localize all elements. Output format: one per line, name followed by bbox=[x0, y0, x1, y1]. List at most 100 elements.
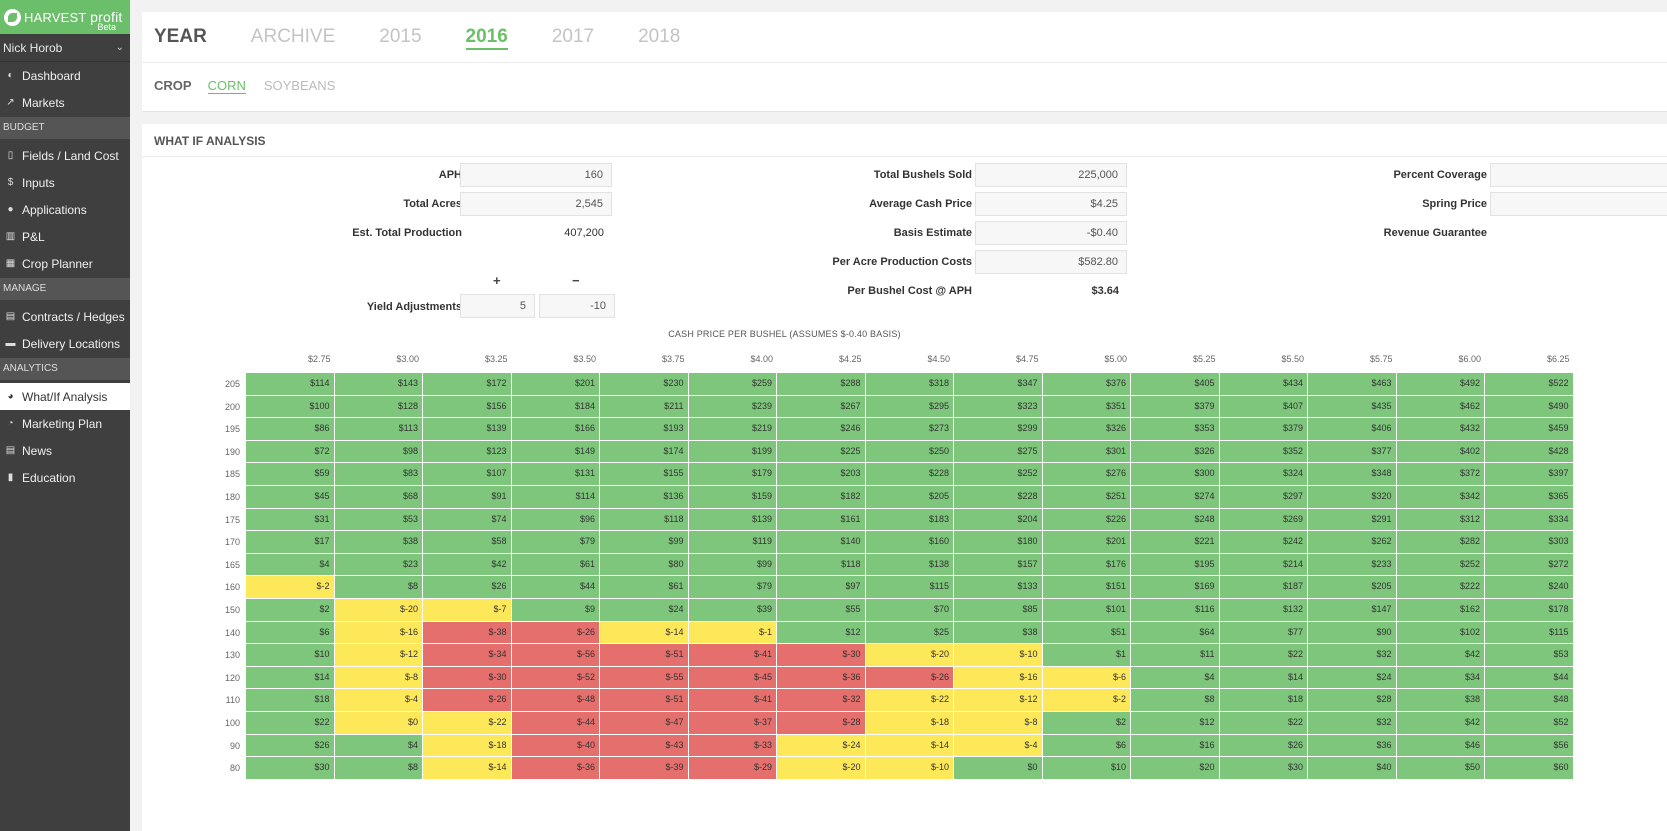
tab-year-2016[interactable]: 2016 bbox=[465, 26, 508, 50]
grid-cell: $91 bbox=[423, 485, 512, 509]
grid-cell: $299 bbox=[954, 418, 1043, 441]
grid-cell: $406 bbox=[1308, 418, 1397, 441]
avg-cash-price-input[interactable]: $4.25 bbox=[975, 192, 1127, 216]
yield-row-label: 100 bbox=[224, 717, 240, 728]
grid-cell: $-2 bbox=[246, 576, 335, 599]
grid-cell: $52 bbox=[1485, 711, 1574, 735]
est-production-label: Est. Total Production bbox=[352, 227, 462, 239]
grid-cell: $26 bbox=[423, 576, 512, 599]
sidebar-item-what-if-analysis[interactable]: ◕ What/If Analysis bbox=[0, 383, 130, 410]
sidebar-item-inputs[interactable]: $ Inputs bbox=[0, 169, 130, 196]
yield-row-label: 190 bbox=[224, 446, 240, 457]
yield-adjust-plus-input[interactable]: 5 bbox=[460, 294, 535, 318]
grid-cell: $434 bbox=[1219, 373, 1308, 396]
grid-cell: $-45 bbox=[688, 666, 777, 690]
grid-cell: $74 bbox=[423, 508, 512, 532]
total-acres-input[interactable]: 2,545 bbox=[460, 192, 612, 216]
book-icon: ▮ bbox=[7, 472, 14, 483]
grid-cell: $195 bbox=[1131, 553, 1220, 577]
user-name: Nick Horob bbox=[3, 40, 63, 55]
nav-manage: ▤ Contracts / Hedges ▬ Delivery Locations bbox=[0, 303, 130, 357]
grid-row: 160 $-2 $8 $26 $44 $61 $79 $97 $115 $133 $151 $169 $… bbox=[202, 576, 1574, 599]
sidebar-item-p-l[interactable]: ▥ P&L bbox=[0, 223, 130, 250]
grid-cell: $157 bbox=[954, 553, 1043, 577]
grid-row: 185 $59 $83 $107 $131 $155 $179 $203 $228 $252 $27… bbox=[202, 463, 1574, 486]
yield-row-label: 90 bbox=[229, 740, 240, 751]
grid-cell: $28 bbox=[1308, 689, 1397, 712]
tab-crop-corn[interactable]: CORN bbox=[207, 78, 246, 94]
tab-year-2017[interactable]: 2017 bbox=[551, 26, 595, 47]
per-acre-cost-input[interactable]: $582.80 bbox=[975, 250, 1127, 274]
tab-crop-soybeans[interactable]: SOYBEANS bbox=[263, 78, 336, 93]
sidebar-item-delivery-locations[interactable]: ▬ Delivery Locations bbox=[0, 330, 130, 357]
grid-cell: $-12 bbox=[954, 689, 1043, 712]
grid-cell: $276 bbox=[1042, 463, 1131, 486]
sidebar-item-education[interactable]: ▮ Education bbox=[0, 464, 130, 491]
grid-cell: $30 bbox=[1219, 757, 1308, 780]
sidebar-item-news[interactable]: ▤ News bbox=[0, 437, 130, 464]
sidebar-item-crop-planner[interactable]: ▦ Crop Planner bbox=[0, 250, 130, 277]
brand-name: HARVEST profit bbox=[24, 9, 123, 25]
percent-coverage-label: Percent Coverage bbox=[1393, 169, 1487, 181]
sidebar-item-marketing-plan[interactable]: ◔ Marketing Plan bbox=[0, 410, 130, 437]
grid-cell: $48 bbox=[1485, 689, 1574, 712]
what-if-title: WHAT IF ANALYSIS bbox=[154, 134, 266, 148]
pie-icon: ◔ bbox=[7, 418, 14, 429]
grid-cell: $435 bbox=[1308, 395, 1397, 419]
sidebar-item-contracts-hedges[interactable]: ▤ Contracts / Hedges bbox=[0, 303, 130, 330]
yield-row-label: 165 bbox=[224, 559, 240, 570]
grid-cell: $-14 bbox=[423, 757, 512, 780]
grid-cell: $-8 bbox=[954, 711, 1043, 735]
grid-cell: $182 bbox=[777, 485, 866, 509]
logo[interactable]: HARVEST profit Beta bbox=[0, 0, 130, 34]
grid-cell: $459 bbox=[1485, 418, 1574, 441]
grid-cell: $282 bbox=[1396, 531, 1485, 554]
total-bushels-input[interactable]: 225,000 bbox=[975, 163, 1127, 187]
grid-cell: $-33 bbox=[688, 734, 777, 758]
sidebar-item-markets[interactable]: ↗ Markets bbox=[0, 89, 130, 116]
user-menu[interactable]: Nick Horob ⌄ bbox=[0, 34, 130, 62]
yield-row-label: 180 bbox=[224, 491, 240, 502]
tab-year-2018[interactable]: 2018 bbox=[638, 26, 681, 47]
grid-cell: $-36 bbox=[511, 757, 600, 780]
grid-cell: $351 bbox=[1042, 395, 1131, 419]
spring-price-input[interactable] bbox=[1490, 192, 1667, 216]
sidebar-item-label: Crop Planner bbox=[22, 256, 93, 271]
truck-icon: ▬ bbox=[5, 338, 16, 349]
per-acre-cost-label: Per Acre Production Costs bbox=[832, 256, 972, 268]
grid-cell: $-18 bbox=[423, 734, 512, 758]
crop-tabs: CROP CORN SOYBEANS bbox=[154, 78, 353, 94]
grid-cell: $8 bbox=[1131, 689, 1220, 712]
grid-cell: $97 bbox=[777, 576, 866, 599]
grid-cell: $-16 bbox=[954, 666, 1043, 690]
est-production-value: 407,200 bbox=[564, 227, 604, 239]
grid-cell: $24 bbox=[600, 598, 689, 622]
grid-cell: $38 bbox=[1396, 689, 1485, 712]
grid-cell: $-26 bbox=[865, 666, 954, 690]
percent-coverage-input[interactable] bbox=[1490, 163, 1667, 187]
table-icon: ▦ bbox=[5, 258, 16, 269]
sidebar-item-label: Marketing Plan bbox=[22, 416, 103, 431]
grid-cell: $262 bbox=[1308, 531, 1397, 554]
tab-year-archive[interactable]: ARCHIVE bbox=[250, 26, 336, 47]
yield-row-label: 185 bbox=[224, 469, 240, 480]
sidebar-item-label: News bbox=[22, 443, 53, 458]
aph-input[interactable]: 160 bbox=[460, 163, 612, 187]
grid-cell: $100 bbox=[246, 395, 335, 419]
grid-cell: $269 bbox=[1219, 508, 1308, 532]
sidebar-item-applications[interactable]: ● Applications bbox=[0, 196, 130, 223]
crop-label: CROP bbox=[154, 78, 192, 93]
sidebar-item-dashboard[interactable]: ◐ Dashboard bbox=[0, 62, 130, 89]
grid-cell: $44 bbox=[511, 576, 600, 599]
grid-cell: $118 bbox=[600, 508, 689, 532]
grid-cell: $166 bbox=[511, 418, 600, 441]
grid-cell: $230 bbox=[600, 373, 689, 396]
yield-adjust-minus-input[interactable]: -10 bbox=[539, 294, 615, 318]
grid-cell: $115 bbox=[1485, 621, 1574, 645]
basis-estimate-input[interactable]: -$0.40 bbox=[975, 221, 1127, 245]
tab-year-2015[interactable]: 2015 bbox=[379, 26, 422, 47]
avg-cash-price-label: Average Cash Price bbox=[869, 198, 972, 210]
sidebar-item-fields-land-cost[interactable]: ▯ Fields / Land Cost bbox=[0, 142, 130, 169]
dashboard-icon: ◐ bbox=[7, 70, 14, 81]
grid-cell: $159 bbox=[688, 485, 777, 509]
